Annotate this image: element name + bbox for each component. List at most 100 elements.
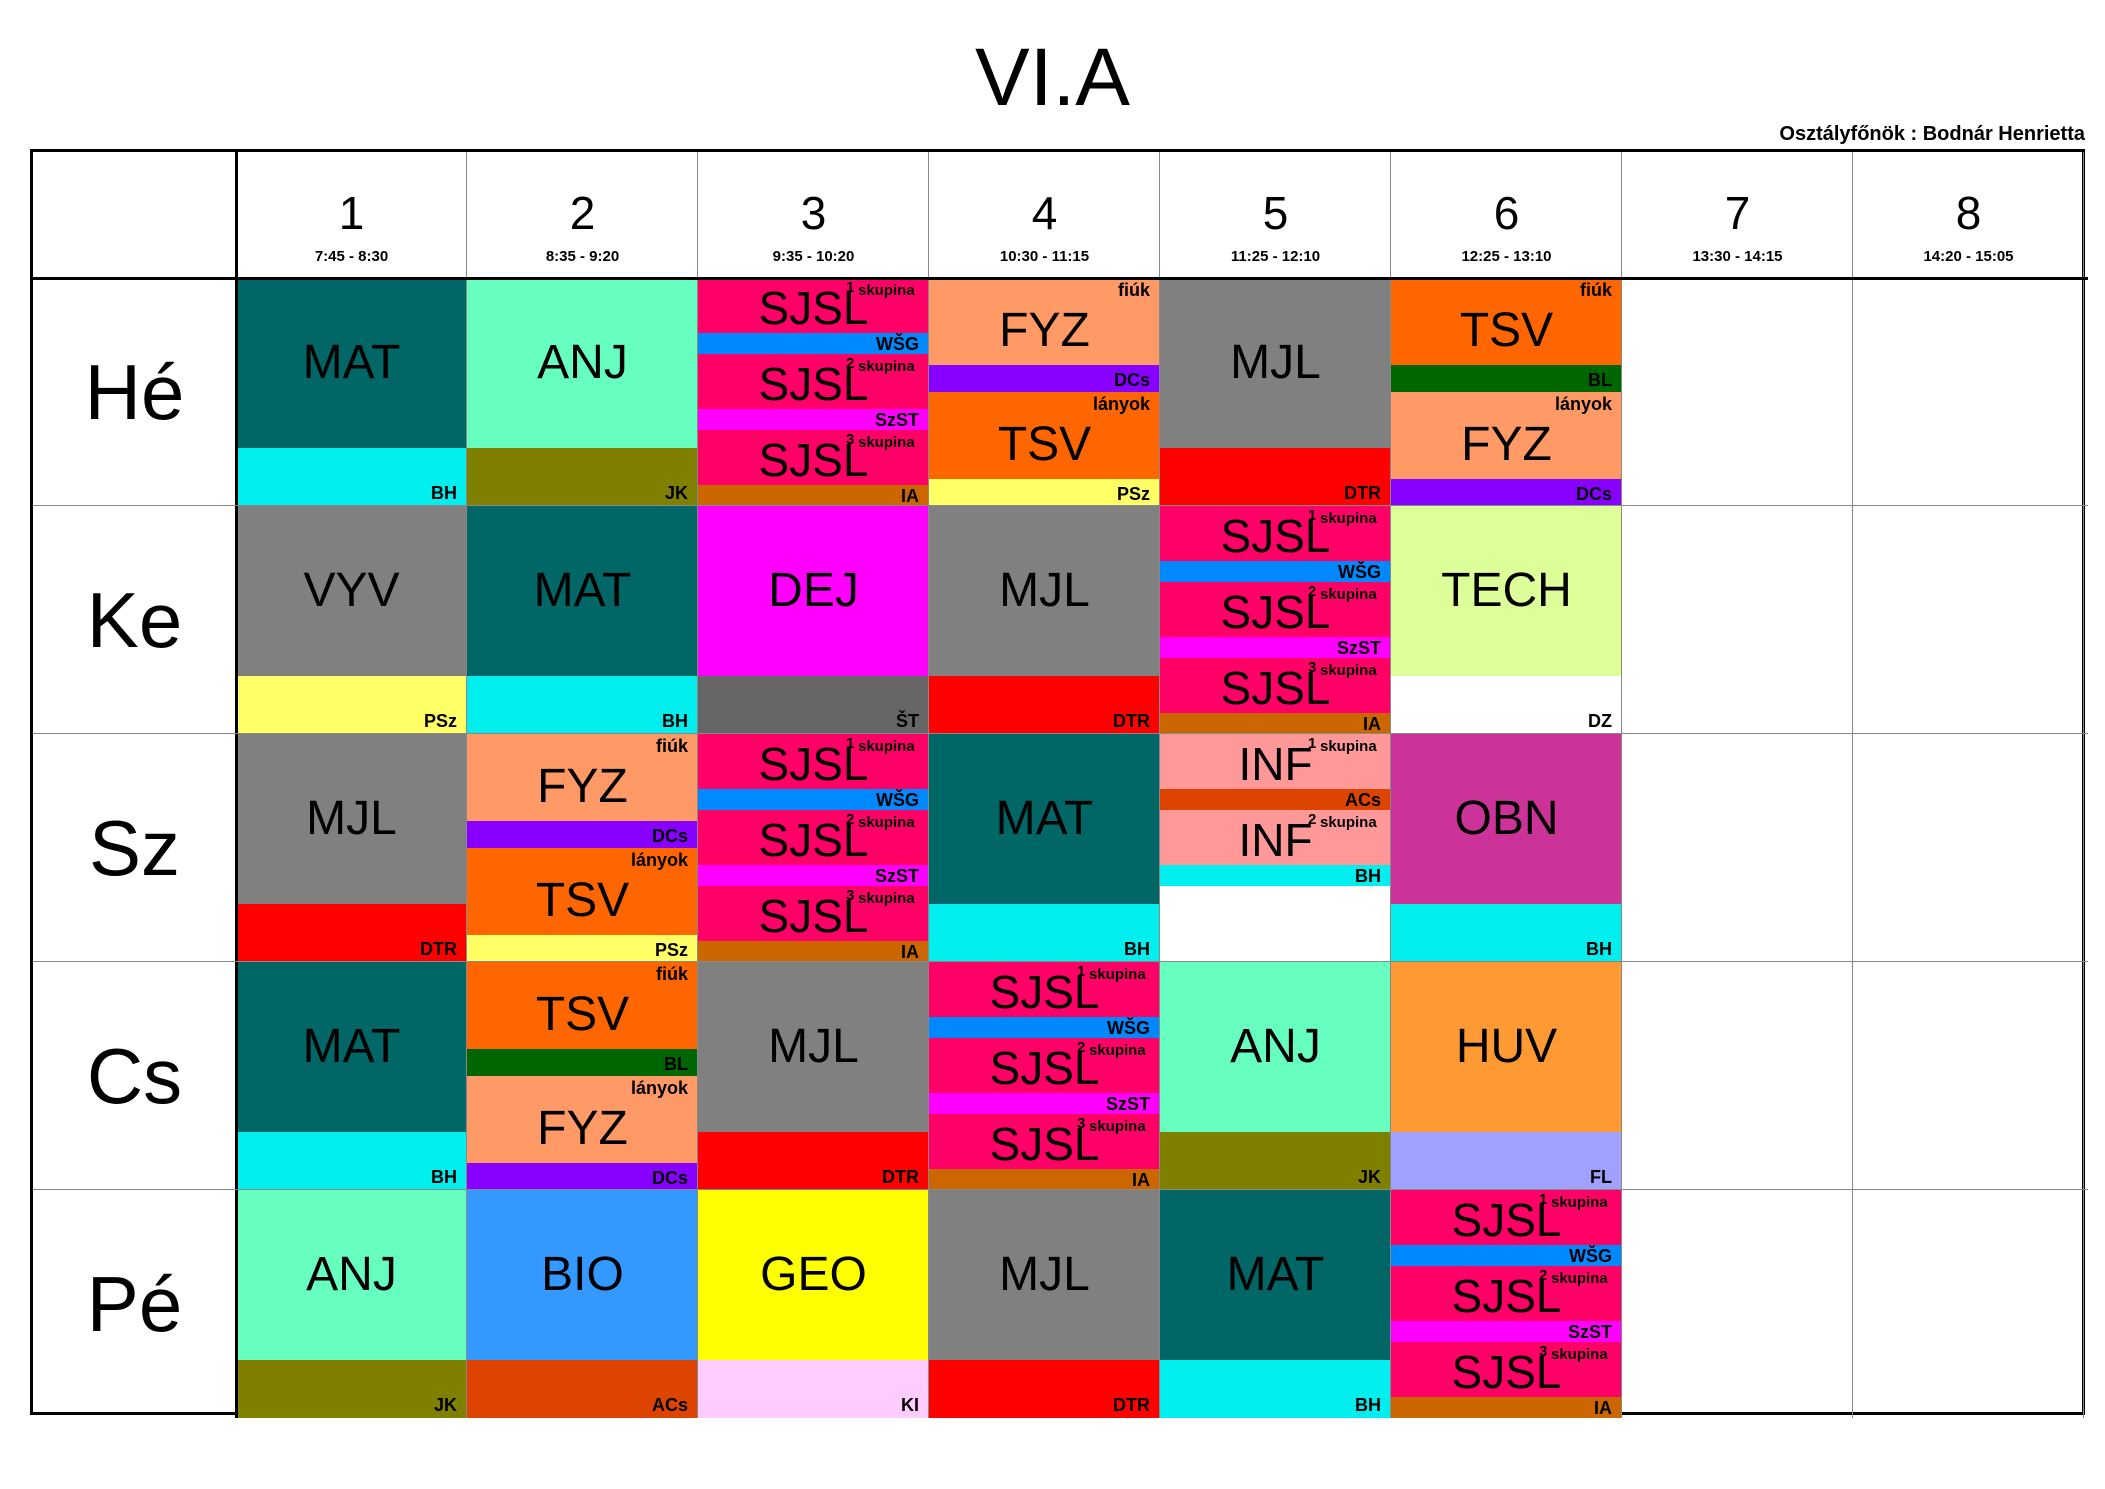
teacher-label: SzST [874, 410, 919, 430]
day-label: Ke [86, 576, 183, 664]
group-lesson[interactable]: SJSL 3 skupina IA [698, 430, 929, 506]
subject-label: GEO [760, 1248, 867, 1301]
half-lesson[interactable]: lányok TSV PSz [467, 848, 698, 962]
lesson-cell[interactable]: OBN BH [1391, 734, 1622, 962]
lesson-cell[interactable]: fiúk TSV BL lányok FYZ DCs [467, 962, 698, 1190]
group-lesson[interactable]: SJSL 3 skupina IA [698, 886, 929, 962]
lesson-cell[interactable]: MJL DTR [929, 1190, 1160, 1418]
group-number: 2 [1077, 1039, 1086, 1056]
teacher-band: WŠG [1160, 561, 1391, 582]
subject-label: MJL [999, 564, 1090, 617]
group-lesson[interactable]: SJSL 2 skupina SzST [1391, 1266, 1622, 1342]
lesson-cell[interactable]: fiúk TSV BL lányok FYZ DCs [1391, 278, 1622, 506]
group-lesson[interactable]: SJSL 3 skupina IA [1160, 658, 1391, 734]
lesson-cell[interactable]: SJSL 1 skupina WŠG SJSL 2 skupina SzST SJSL 3 skup… [698, 278, 929, 506]
lesson-cell[interactable]: ANJ JK [467, 278, 698, 506]
teacher-label: WŠG [1338, 562, 1381, 582]
group-label: skupina [1320, 738, 1377, 755]
lesson-cell[interactable]: MJL DTR [929, 506, 1160, 734]
subject-label: ANJ [1230, 1020, 1321, 1073]
group-lesson[interactable]: SJSL 2 skupina SzST [1160, 582, 1391, 658]
teacher-band: IA [698, 941, 929, 962]
teacher-band: DCs [467, 821, 698, 848]
teacher-label: DCs [651, 1168, 688, 1188]
half-lesson[interactable]: lányok TSV PSz [929, 392, 1160, 506]
half-lesson[interactable]: lányok FYZ DCs [467, 1076, 698, 1190]
group-number: 3 [846, 887, 855, 904]
subject-label: SJSL [758, 890, 869, 942]
teacher-label: ACs [1344, 790, 1381, 810]
lesson-cell[interactable]: GEO KI [698, 1190, 929, 1418]
half-lesson[interactable]: lányok FYZ DCs [1391, 392, 1622, 506]
group-lesson[interactable]: SJSL 3 skupina IA [1391, 1342, 1622, 1418]
lesson-cell[interactable]: SJSL 1 skupina WŠG SJSL 2 skupina SzST SJSL 3 skup… [1160, 506, 1391, 734]
subject-label: MAT [533, 564, 632, 617]
lesson-cell[interactable]: MJL DTR [1160, 278, 1391, 506]
lesson-cell[interactable]: ANJ JK [236, 1190, 467, 1418]
lesson-cell[interactable]: MAT BH [236, 278, 467, 506]
lesson-cell[interactable]: MAT BH [467, 506, 698, 734]
group-lesson[interactable]: SJSL 3 skupina IA [929, 1114, 1160, 1190]
group-lesson[interactable]: SJSL 2 skupina SzST [929, 1038, 1160, 1114]
teacher-band: JK [236, 1360, 467, 1418]
lesson-cell[interactable]: fiúk FYZ DCs lányok TSV PSz [467, 734, 698, 962]
day-label: Sz [88, 804, 181, 892]
group-lesson[interactable]: SJSL 1 skupina WŠG [698, 734, 929, 810]
lesson-cell[interactable]: SJSL 1 skupina WŠG SJSL 2 skupina SzST SJSL 3 skup… [1391, 1190, 1622, 1418]
lesson-cell[interactable]: MAT BH [929, 734, 1160, 962]
teacher-label: BH [431, 1167, 457, 1187]
half-lesson[interactable]: fiúk FYZ DCs [929, 278, 1160, 392]
group-number: 2 [1539, 1267, 1548, 1284]
period-number: 2 [569, 187, 596, 239]
teacher-label: BH [1355, 866, 1381, 886]
subject-label: FYZ [537, 1102, 628, 1155]
lesson-cell[interactable]: INF 1 skupina ACs INF 2 skupina BH [1160, 734, 1391, 962]
half-lesson[interactable]: fiúk TSV BL [1391, 278, 1622, 392]
group-lesson[interactable]: SJSL 1 skupina WŠG [929, 962, 1160, 1038]
group-number: 3 [1539, 1343, 1548, 1360]
lesson-cell[interactable]: fiúk FYZ DCs lányok TSV PSz [929, 278, 1160, 506]
lesson-cell[interactable]: MAT BH [236, 962, 467, 1190]
lesson-cell[interactable]: ANJ JK [1160, 962, 1391, 1190]
group-lesson[interactable]: INF 1 skupina ACs [1160, 734, 1391, 810]
teacher-band: DCs [1391, 479, 1622, 506]
teacher-band: SzST [698, 409, 929, 430]
lesson-cell[interactable]: SJSL 1 skupina WŠG SJSL 2 skupina SzST SJSL 3 skup… [698, 734, 929, 962]
teacher-label: IA [901, 942, 919, 962]
group-lesson[interactable]: INF 2 skupina BH [1160, 810, 1391, 886]
group-number: 1 [1308, 735, 1317, 752]
group-number: 1 [1308, 507, 1317, 524]
lesson-cell[interactable]: MJL DTR [698, 962, 929, 1190]
teacher-band: WŠG [929, 1017, 1160, 1038]
half-lesson[interactable]: fiúk TSV BL [467, 962, 698, 1076]
lesson-cell[interactable]: MJL DTR [236, 734, 467, 962]
lesson-cell[interactable]: BIO ACs [467, 1190, 698, 1418]
subject-label: HUV [1455, 1020, 1558, 1073]
group-label: skupina [1089, 966, 1146, 983]
teacher-label: BL [664, 1054, 688, 1074]
subject-label: MAT [302, 1020, 401, 1073]
lesson-cell[interactable]: MAT BH [1160, 1190, 1391, 1418]
group-lesson[interactable]: SJSL 2 skupina SzST [698, 354, 929, 430]
group-lesson[interactable]: SJSL 1 skupina WŠG [1160, 506, 1391, 582]
group-lesson[interactable]: SJSL 1 skupina WŠG [1391, 1190, 1622, 1266]
lesson-cell[interactable]: VYV PSz [236, 506, 467, 734]
teacher-band: DTR [698, 1132, 929, 1190]
teacher-label: ŠT [895, 711, 919, 731]
group-note: lányok [630, 1078, 688, 1098]
lesson-cell[interactable]: TECH DZ [1391, 506, 1622, 734]
lesson-cell[interactable]: DEJ ŠT [698, 506, 929, 734]
day-label: Cs [86, 1032, 183, 1120]
teacher-band: SzST [1391, 1321, 1622, 1342]
teacher-band: JK [467, 448, 698, 506]
half-lesson[interactable]: fiúk FYZ DCs [467, 734, 698, 848]
lesson-cell[interactable]: HUV FL [1391, 962, 1622, 1190]
teacher-band: DTR [1160, 448, 1391, 506]
group-note: fiúk [1579, 280, 1612, 300]
day-label: Hé [84, 348, 185, 436]
lesson-cell[interactable]: SJSL 1 skupina WŠG SJSL 2 skupina SzST SJSL 3 skup… [929, 962, 1160, 1190]
group-lesson[interactable]: SJSL 2 skupina SzST [698, 810, 929, 886]
teacher-band: WŠG [698, 333, 929, 354]
teacher-label: DTR [882, 1167, 919, 1187]
group-lesson[interactable]: SJSL 1 skupina WŠG [698, 278, 929, 354]
